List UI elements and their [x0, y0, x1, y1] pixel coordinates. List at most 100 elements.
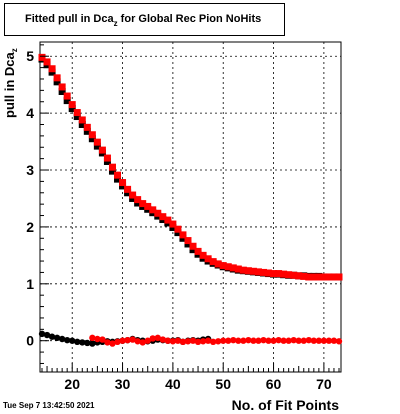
data-point: [68, 105, 76, 113]
y-tick-label: 2: [26, 219, 34, 235]
data-point: [260, 336, 267, 344]
data-point: [184, 338, 192, 345]
data-point: [209, 338, 217, 346]
data-point: [255, 337, 262, 344]
data-point: [229, 264, 237, 272]
data-point: [184, 237, 192, 245]
data-point: [93, 138, 101, 146]
data-point: [89, 334, 96, 342]
series-2: [38, 53, 343, 281]
data-point: [275, 270, 283, 278]
data-point: [159, 336, 167, 343]
data-point: [265, 269, 273, 277]
timestamp: Tue Sep 7 13:42:50 2021: [3, 401, 95, 410]
data-point: [310, 337, 318, 344]
data-point: [58, 335, 66, 343]
data-point: [169, 220, 177, 228]
data-point: [194, 338, 202, 346]
data-point: [335, 273, 343, 281]
data-point: [88, 135, 96, 143]
x-tick-label: 30: [115, 376, 131, 392]
data-point: [149, 206, 157, 214]
chart-title-subscript: z: [113, 19, 118, 28]
data-point: [254, 268, 262, 276]
data-point: [315, 273, 323, 281]
y-tick-label: 5: [26, 48, 34, 64]
data-point: [79, 339, 86, 346]
data-point: [204, 255, 212, 263]
data-point: [93, 142, 101, 150]
data-point: [300, 272, 308, 280]
data-point: [74, 338, 81, 346]
data-point: [275, 336, 282, 344]
data-point: [270, 337, 277, 344]
data-point: [124, 185, 132, 193]
data-point: [68, 101, 76, 109]
data-point: [48, 333, 56, 340]
data-point: [73, 113, 81, 121]
data-point: [144, 337, 151, 344]
y-axis-label-main: pull in Dca: [2, 52, 17, 118]
data-point: [234, 265, 242, 273]
data-point: [38, 330, 46, 338]
data-point: [310, 273, 318, 281]
data-point: [108, 167, 116, 175]
data-point: [245, 336, 252, 344]
y-tick-label: 1: [26, 276, 34, 292]
x-tick-label: 60: [266, 376, 282, 392]
data-point: [249, 267, 257, 275]
data-point: [63, 92, 71, 100]
data-point: [285, 337, 292, 344]
series-3: [89, 334, 343, 347]
y-tick-label: 3: [26, 162, 34, 178]
data-point: [43, 58, 51, 66]
data-point: [315, 337, 323, 344]
data-point: [189, 242, 197, 250]
data-point: [124, 336, 131, 344]
data-point: [230, 336, 237, 344]
data-point: [204, 337, 212, 344]
x-tick-label: 50: [215, 376, 231, 392]
chart-title: Fitted pull in Dcaz for Global Rec Pion …: [25, 13, 261, 28]
data-point: [78, 116, 86, 124]
data-point: [320, 273, 328, 281]
data-point: [225, 337, 232, 344]
data-point: [53, 74, 61, 82]
data-point: [99, 336, 106, 343]
data-point: [119, 337, 126, 344]
data-point: [164, 216, 172, 224]
data-point: [214, 338, 222, 345]
data-point: [134, 338, 141, 345]
data-point: [199, 338, 207, 345]
data-point: [114, 175, 122, 183]
data-point: [280, 270, 288, 278]
data-point: [174, 225, 182, 233]
data-point: [220, 337, 227, 344]
data-point: [69, 337, 76, 344]
data-point: [199, 251, 207, 259]
data-point: [224, 263, 232, 271]
data-point: [209, 258, 217, 266]
data-point: [63, 97, 71, 105]
y-axis-label: pull in Dcaz: [2, 48, 19, 118]
plot-frame: [39, 41, 342, 373]
data-point: [305, 273, 313, 281]
data-point: [174, 337, 182, 344]
data-point: [265, 337, 272, 344]
data-point: [88, 131, 96, 139]
data-point: [154, 334, 161, 342]
x-tick-label: 70: [316, 376, 332, 392]
data-point: [84, 339, 91, 347]
data-point: [295, 337, 302, 344]
data-point: [259, 268, 267, 276]
data-point: [98, 146, 106, 154]
data-point: [330, 337, 338, 344]
data-point: [325, 337, 333, 344]
data-point: [240, 337, 247, 344]
data-point: [280, 337, 287, 344]
data-point: [290, 336, 297, 344]
data-point: [179, 231, 187, 239]
data-point: [214, 260, 222, 268]
data-point: [129, 191, 137, 199]
